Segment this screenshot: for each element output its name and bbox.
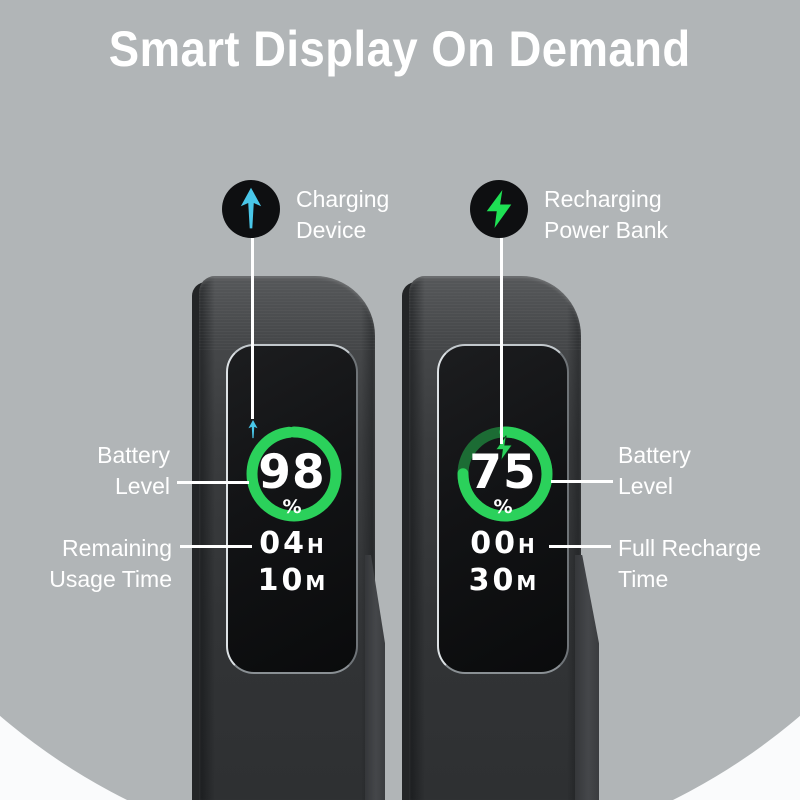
time-hours-row: 00H	[470, 526, 536, 561]
recharging-power-bank-badge	[470, 180, 528, 238]
callout-line-time-right	[549, 545, 611, 548]
remaining-time: 04H 10M	[228, 527, 356, 601]
lightning-bolt-icon	[486, 190, 512, 228]
recharging-label-line1: Recharging	[544, 186, 662, 212]
remaining-usage-time-label: Remaining Usage Time	[49, 535, 172, 592]
battery-ring	[246, 426, 342, 522]
device-body-flare	[365, 555, 385, 800]
power-bank-left: 98 % 04H 10M	[192, 276, 388, 800]
arrow-up-icon	[240, 187, 262, 229]
charging-label-line1: Charging	[296, 186, 390, 212]
callout-line-battery-right	[551, 480, 613, 483]
charging-device-label: Charging Device	[296, 184, 389, 246]
page-title-text: Smart Display On Demand	[109, 21, 691, 77]
page-title: Smart Display On Demand	[0, 20, 800, 78]
recharging-power-bank-label: Recharging Power Bank	[544, 184, 668, 246]
battery-percent-value: 98	[258, 445, 326, 500]
recharging-label-line2: Power Bank	[544, 217, 669, 243]
device-body-flare	[575, 555, 599, 800]
battery-percent-value: 75	[469, 445, 537, 500]
callout-line-charging-vertical	[251, 238, 254, 419]
battery-level-label-right: Battery Level	[618, 442, 691, 499]
time-minutes-row: 30M	[468, 563, 538, 598]
charging-device-badge	[222, 180, 280, 238]
time-hours-row: 04H	[259, 526, 325, 561]
callout-line-recharging-vertical	[500, 238, 503, 444]
recharge-time: 00H 30M	[439, 527, 567, 601]
battery-percent: 98 %	[228, 445, 356, 518]
callout-line-time-left	[180, 545, 252, 548]
time-minutes-row: 10M	[257, 563, 327, 598]
percent-sign: %	[282, 496, 302, 518]
charging-label-line2: Device	[296, 217, 367, 243]
battery-percent: 75 %	[439, 445, 567, 518]
device-screen: 98 % 04H 10M	[226, 344, 358, 674]
device-top-cap	[409, 276, 581, 350]
device-screen: 75 % 00H 30M	[437, 344, 569, 674]
percent-sign: %	[493, 496, 513, 518]
battery-ring	[457, 426, 553, 522]
charging-direction-arrow-icon	[248, 420, 258, 439]
callout-line-battery-left	[177, 481, 249, 484]
charging-bolt-icon	[496, 435, 512, 461]
full-recharge-time-label: Full Recharge Time	[618, 535, 762, 592]
battery-level-label-left: Battery Level	[97, 442, 170, 499]
device-top-cap	[199, 276, 375, 350]
power-bank-right: 75 % 00H 30M	[402, 276, 602, 800]
